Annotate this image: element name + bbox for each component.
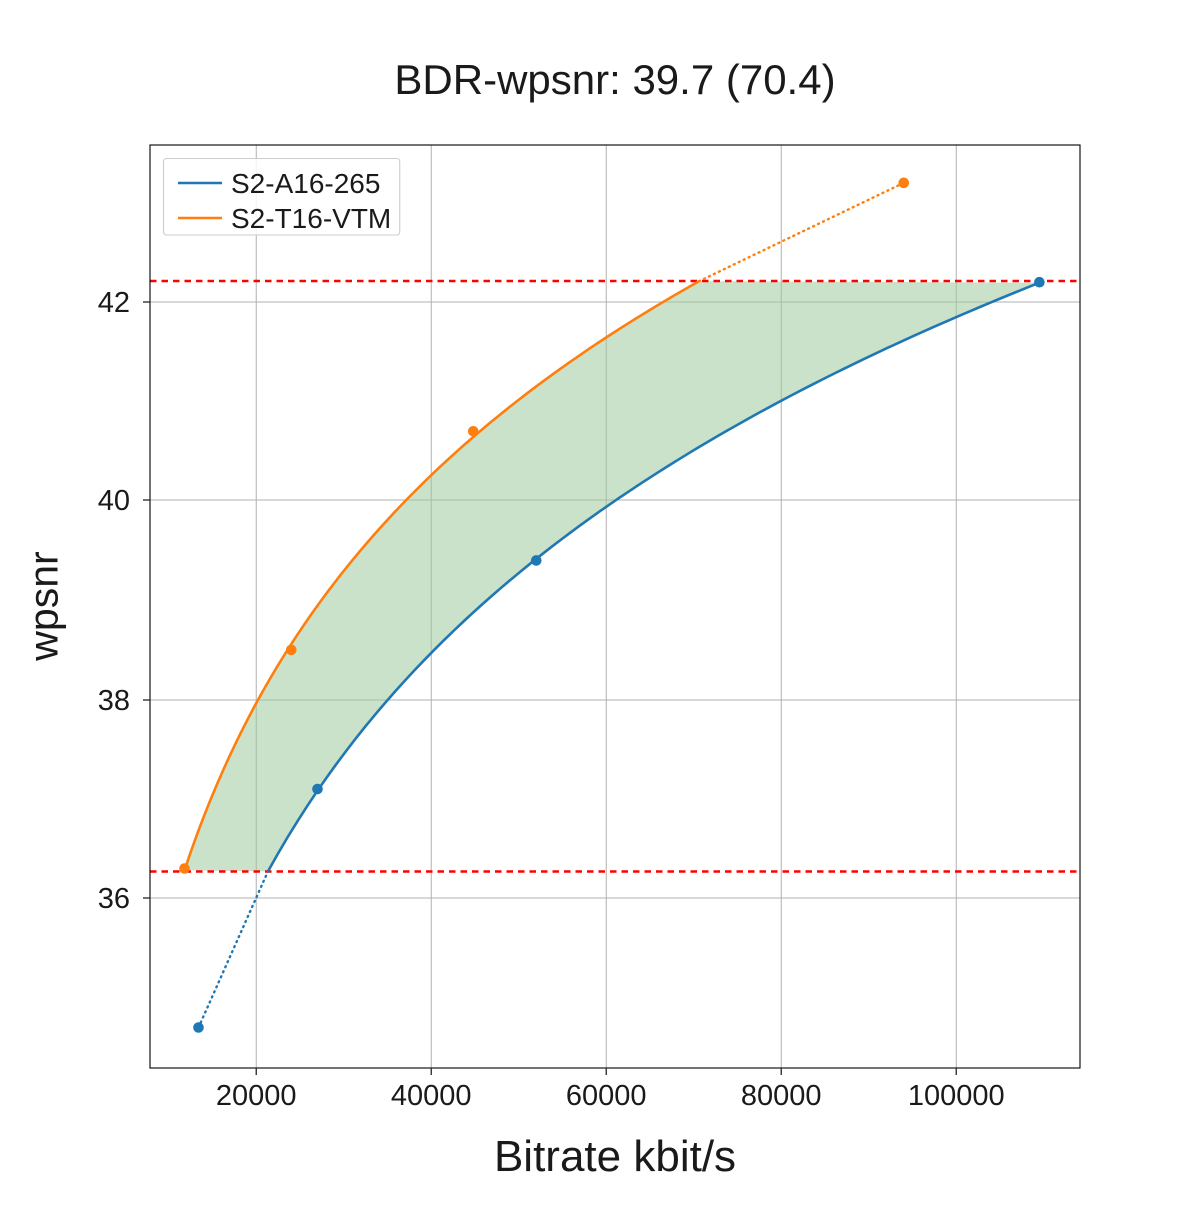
svg-text:38: 38 [98, 685, 130, 717]
svg-text:40000: 40000 [391, 1080, 472, 1112]
svg-text:80000: 80000 [741, 1080, 822, 1112]
svg-text:40: 40 [98, 485, 130, 517]
svg-text:42: 42 [98, 287, 130, 319]
svg-text:S2-T16-VTM: S2-T16-VTM [231, 203, 391, 234]
svg-text:100000: 100000 [908, 1080, 1005, 1112]
svg-text:20000: 20000 [216, 1080, 297, 1112]
svg-text:S2-A16-265: S2-A16-265 [231, 168, 380, 199]
svg-text:60000: 60000 [566, 1080, 647, 1112]
svg-text:36: 36 [98, 883, 130, 915]
